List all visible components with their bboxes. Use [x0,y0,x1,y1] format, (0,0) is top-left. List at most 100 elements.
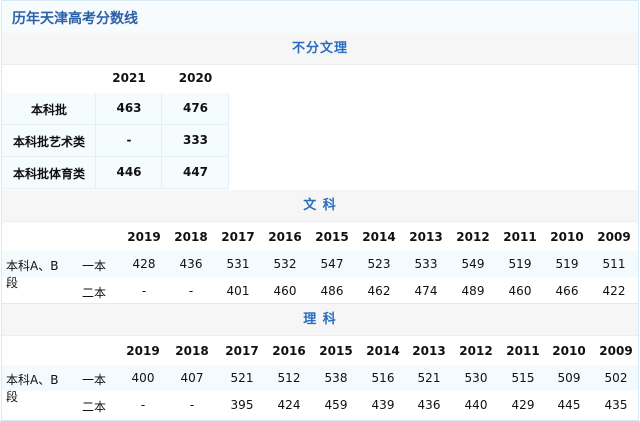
score-cell: 424 [277,398,301,412]
score-cell: 401 [226,284,250,298]
year-header: 2010 [552,344,586,358]
score-cell: 447 [182,165,209,179]
score-cell: 474 [414,284,438,298]
year-header: 2016 [268,230,302,244]
table-cell [96,93,162,125]
panel-title: 历年天津高考分数线 [12,11,138,27]
score-cell: 446 [116,165,142,179]
score-cell: 547 [320,257,344,271]
year-header: 2014 [362,230,396,244]
score-cell: 466 [555,284,579,298]
score-cell: 407 [180,371,204,385]
highlight-row [2,365,638,391]
score-cell: 422 [602,284,626,298]
group-label: 本科A、B段 [6,259,59,290]
year-header: 2019 [127,230,161,244]
year-header: 2012 [459,344,493,358]
row-label: 一本 [81,259,106,273]
score-cell: 445 [557,398,581,412]
year-header: 2015 [315,230,349,244]
section-header-combined: 不分文理 [2,33,638,65]
year-header: 2010 [550,230,584,244]
section-header-wenke: 文 科 [2,190,638,222]
score-cell: 502 [604,371,628,385]
score-cell: 429 [511,398,535,412]
year-header: 2018 [175,344,209,358]
score-cell: 521 [417,371,441,385]
divider [2,303,638,304]
section-title: 文 科 [303,198,337,213]
score-cell: 532 [273,257,297,271]
score-cell: - [140,398,146,412]
table-cell [96,157,162,189]
score-cell: 512 [277,371,301,385]
score-cell: 476 [182,101,209,115]
section-title: 不分文理 [291,41,348,56]
year-header: 2021 [112,71,146,85]
score-cell: 519 [508,257,532,271]
score-cell: 435 [604,398,628,412]
score-cell: - [126,133,132,147]
score-cell: 436 [179,257,203,271]
score-cell: 459 [324,398,348,412]
score-cell: - [141,284,147,298]
row-label: 本科批艺术类 [12,135,85,149]
score-cell: 549 [461,257,485,271]
year-header: 2011 [503,230,537,244]
year-header: 2020 [178,71,213,85]
table-cell [162,125,229,157]
year-header: 2013 [409,230,443,244]
score-cell: 460 [508,284,532,298]
score-cell: 395 [230,398,254,412]
table-cell [96,125,162,157]
score-cell: 333 [182,133,209,147]
score-cell: 439 [371,398,395,412]
score-cell: 463 [116,101,142,115]
year-header: 2009 [599,344,633,358]
row-label: 本科批体育类 [12,167,85,181]
group-label: 本科A、B段 [6,373,59,404]
year-header: 2019 [126,344,160,358]
year-header: 2009 [597,230,631,244]
score-cell: 519 [555,257,579,271]
year-header: 2013 [412,344,446,358]
year-header: 2014 [366,344,400,358]
table-cell [2,157,96,189]
title-bar: 历年天津高考分数线 [2,1,638,34]
score-cell: - [188,284,194,298]
year-header: 2016 [272,344,306,358]
score-cell: 428 [132,257,156,271]
row-label: 一本 [81,373,106,387]
score-cell: - [189,398,195,412]
year-header: 2015 [319,344,353,358]
score-cell: 523 [367,257,391,271]
score-cell: 436 [417,398,441,412]
year-header: 2017 [221,230,255,244]
score-cell: 521 [230,371,254,385]
score-cell: 530 [464,371,488,385]
score-cell: 486 [320,284,344,298]
year-header: 2018 [174,230,208,244]
score-cell: 462 [367,284,391,298]
table-cell [162,93,229,125]
row-label: 二本 [81,286,106,300]
score-cell: 460 [273,284,297,298]
highlight-row [2,251,638,277]
score-cell: 489 [461,284,485,298]
year-header: 2011 [506,344,540,358]
section-title: 理 科 [303,312,337,327]
row-label: 二本 [81,400,106,414]
year-header: 2017 [225,344,259,358]
row-label: 本科批 [30,103,67,117]
table-cell [2,93,96,125]
table-cell [2,125,96,157]
score-cell: 515 [511,371,535,385]
score-cell: 538 [324,371,348,385]
year-header: 2012 [456,230,490,244]
score-cell: 440 [464,398,488,412]
score-cell: 509 [557,371,581,385]
section-header-like: 理 科 [2,304,638,336]
score-cell: 511 [602,257,626,271]
score-cell: 533 [414,257,438,271]
